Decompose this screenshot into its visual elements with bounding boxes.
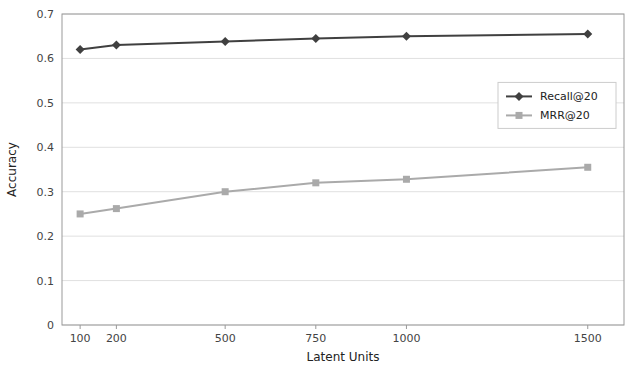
- y-tick-label: 0.3: [37, 186, 55, 199]
- x-axis-label: Latent Units: [307, 350, 380, 364]
- grid-line: [62, 236, 624, 237]
- legend-label: Recall@20: [540, 90, 598, 103]
- x-tick: [225, 325, 226, 329]
- x-tick: [116, 325, 117, 329]
- point: [76, 45, 85, 54]
- point: [221, 37, 230, 46]
- chart: 0 0.1 0.2 0.3 0.4 0.5 0.6 0.7 100 200 500 750 1000 15…: [0, 0, 640, 371]
- point: [584, 164, 591, 171]
- legend-label: MRR@20: [540, 109, 590, 122]
- point: [312, 179, 319, 186]
- grid-line: [62, 147, 624, 148]
- legend-marker: [515, 92, 524, 101]
- y-tick-label: 0.4: [37, 141, 55, 154]
- y-tick-label: 0.5: [37, 97, 55, 110]
- legend-marker: [516, 112, 523, 119]
- point: [402, 32, 411, 41]
- x-tick-label: 500: [215, 332, 236, 345]
- plot-frame: [62, 14, 624, 325]
- y-tick-label: 0.1: [37, 275, 55, 288]
- y-tick-label: 0: [47, 319, 54, 332]
- point: [222, 188, 229, 195]
- y-axis-label: Accuracy: [5, 142, 19, 197]
- y-tick-label: 0.6: [37, 52, 55, 65]
- point: [77, 210, 84, 217]
- x-tick-label: 1000: [392, 332, 420, 345]
- x-tick-label: 200: [106, 332, 127, 345]
- grid-line: [62, 191, 624, 192]
- x-tick: [406, 325, 407, 329]
- series-line: [80, 34, 588, 50]
- x-tick: [80, 325, 81, 329]
- x-tick-label: 750: [305, 332, 326, 345]
- point: [113, 205, 120, 212]
- x-tick-label: 100: [70, 332, 91, 345]
- grid-line: [62, 58, 624, 59]
- point: [583, 29, 592, 38]
- legend-box: [498, 82, 616, 128]
- point: [112, 41, 121, 50]
- point: [311, 34, 320, 43]
- series-line: [80, 167, 588, 214]
- x-tick: [587, 325, 588, 329]
- y-tick-label: 0.7: [37, 8, 55, 21]
- point: [403, 176, 410, 183]
- x-tick: [315, 325, 316, 329]
- y-tick-label: 0.2: [37, 230, 55, 243]
- grid-line: [62, 280, 624, 281]
- legend: Recall@20 MRR@20: [498, 82, 616, 128]
- x-tick-label: 1500: [574, 332, 602, 345]
